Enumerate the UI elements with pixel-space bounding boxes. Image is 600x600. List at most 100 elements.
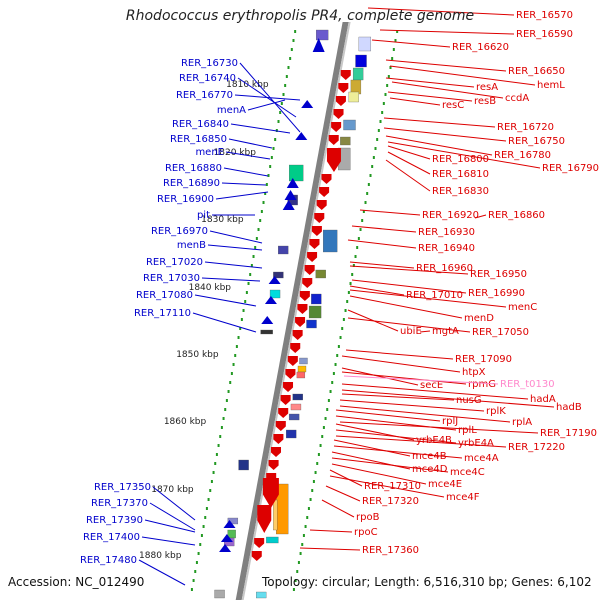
gene-arrow-forward bbox=[307, 252, 318, 262]
gene-leader-line bbox=[335, 409, 441, 422]
gene-arrow-forward bbox=[299, 291, 310, 301]
scale-dot-right bbox=[352, 264, 355, 267]
scale-dot-right bbox=[346, 300, 349, 303]
gene-label: menE bbox=[195, 147, 224, 158]
gene-leader-line bbox=[389, 65, 536, 86]
gene-label: menD bbox=[464, 313, 494, 324]
gene-arrow-forward bbox=[331, 122, 342, 132]
scale-dot-left bbox=[254, 246, 257, 249]
gene-leader-line bbox=[152, 486, 196, 521]
gene-label: RER_t0130 bbox=[500, 379, 555, 390]
gene-label: RER_17360 bbox=[362, 545, 419, 556]
scale-dot-right bbox=[302, 534, 305, 537]
gene-block bbox=[289, 164, 304, 182]
scale-dot-right bbox=[339, 336, 342, 339]
scale-dot-left bbox=[239, 327, 242, 330]
scale-dot-left bbox=[225, 399, 228, 402]
gene-leader-line bbox=[325, 485, 361, 502]
gene-leader-line bbox=[228, 138, 273, 149]
scale-dot-left bbox=[214, 462, 217, 465]
gene-leader-line bbox=[341, 355, 461, 373]
gene-leader-line bbox=[201, 277, 261, 282]
gene-arrow-forward bbox=[319, 187, 330, 197]
gene-arrow-reverse bbox=[301, 100, 314, 108]
scale-dot-left bbox=[240, 318, 243, 321]
gene-arrow-forward bbox=[314, 213, 325, 223]
gene-arrow-forward bbox=[316, 200, 327, 210]
gene-arrow-forward bbox=[275, 421, 286, 431]
gene-leader-line bbox=[309, 529, 353, 533]
scale-dot-right bbox=[331, 381, 334, 384]
gene-label: hadA bbox=[530, 394, 556, 405]
scale-dot-right bbox=[381, 111, 384, 114]
scale-dot-left bbox=[220, 426, 223, 429]
gene-leader-line bbox=[347, 239, 417, 249]
gene-block bbox=[269, 289, 281, 299]
gene-block bbox=[266, 536, 279, 544]
gene-block bbox=[355, 54, 367, 68]
scale-dot-left bbox=[245, 291, 248, 294]
gene-label: ubiE bbox=[400, 326, 422, 337]
gene-label: mce4A bbox=[464, 453, 499, 464]
accession-text: Accession: NC_012490 bbox=[8, 575, 145, 589]
gene-leader-line bbox=[331, 463, 427, 485]
gene-label: RER_16900 bbox=[157, 194, 214, 205]
scale-dot-right bbox=[379, 120, 382, 123]
gene-leader-line bbox=[379, 29, 515, 35]
scale-dot-left bbox=[280, 102, 283, 105]
scale-dot-right bbox=[337, 345, 340, 348]
gene-label: RER_16890 bbox=[163, 178, 220, 189]
scale-dot-left bbox=[235, 345, 238, 348]
scale-dot-left bbox=[210, 480, 213, 483]
scale-dot-right bbox=[367, 183, 370, 186]
scale-dot-left bbox=[247, 282, 250, 285]
gene-leader-line bbox=[349, 295, 463, 319]
gene-leader-line bbox=[385, 159, 431, 192]
gene-leader-line bbox=[385, 77, 475, 88]
scale-dot-right bbox=[386, 84, 389, 87]
gene-label: RER_17020 bbox=[146, 257, 203, 268]
gene-leader-line bbox=[225, 151, 271, 160]
gene-block bbox=[306, 319, 317, 329]
scale-dot-left bbox=[195, 561, 198, 564]
gene-leader-line bbox=[335, 435, 507, 448]
scale-dot-right bbox=[301, 543, 304, 546]
gene-leader-line bbox=[138, 559, 186, 586]
scale-dot-left bbox=[282, 93, 285, 96]
scale-dot-left bbox=[284, 84, 287, 87]
gene-label: rpoB bbox=[356, 512, 380, 523]
scale-dot-right bbox=[297, 561, 300, 564]
gene-arrow-reverse bbox=[264, 296, 277, 304]
scale-dot-right bbox=[316, 462, 319, 465]
gene-arrow-reverse bbox=[220, 534, 233, 542]
gene-label: RER_17050 bbox=[472, 327, 529, 338]
scale-dot-right bbox=[364, 201, 367, 204]
scale-dot-right bbox=[311, 489, 314, 492]
scale-dot-right bbox=[299, 552, 302, 555]
gene-leader-line bbox=[419, 330, 431, 333]
gene-arrow-reverse bbox=[268, 276, 281, 284]
gene-block bbox=[290, 403, 302, 411]
gene-label: RER_16840 bbox=[172, 119, 229, 130]
gene-leader-line bbox=[341, 367, 419, 386]
gene-block bbox=[340, 136, 351, 146]
scale-dot-left bbox=[224, 408, 227, 411]
gene-leader-line bbox=[149, 502, 196, 531]
scale-dot-left bbox=[202, 525, 205, 528]
gene-label: RER_16730 bbox=[181, 58, 238, 69]
scale-label: 1860 kbp bbox=[164, 417, 207, 427]
scale-dot-left bbox=[205, 507, 208, 510]
gene-label: RER_16960 bbox=[416, 263, 473, 274]
scale-dot-left bbox=[209, 489, 212, 492]
gene-leader-line bbox=[367, 7, 515, 16]
scale-dot-right bbox=[336, 354, 339, 357]
gene-label: rpmG bbox=[468, 379, 496, 390]
gene-label: menA bbox=[217, 105, 246, 116]
gene-leader-line bbox=[474, 214, 487, 219]
gene-leader-line bbox=[321, 499, 355, 518]
scale-dot-right bbox=[356, 246, 359, 249]
gene-leader-line bbox=[204, 261, 263, 269]
gene-label: RER_16850 bbox=[170, 134, 227, 145]
scale-dot-left bbox=[237, 336, 240, 339]
